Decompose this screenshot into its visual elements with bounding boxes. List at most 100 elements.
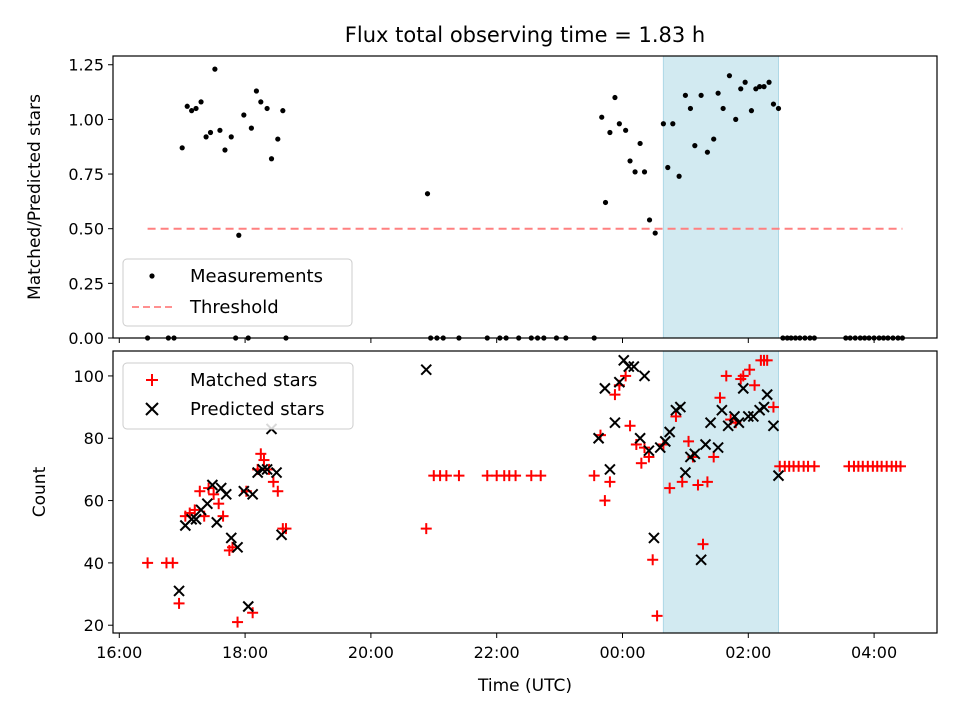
predicted-star-point (604, 463, 616, 476)
measurement-point (632, 169, 638, 175)
matched-star-point (620, 370, 632, 382)
measurement-point (720, 105, 726, 112)
matched-star-point (676, 476, 688, 488)
y-tick-label: 0.25 (68, 274, 104, 293)
y-tick-label: 0.75 (68, 165, 104, 184)
predicted-star-point (716, 404, 728, 416)
bottom-axes-frame (112, 350, 938, 634)
x-tick-label: 18:00 (222, 643, 268, 662)
predicted-star-point (275, 529, 288, 541)
predicted-star-point (772, 469, 785, 482)
matched-star-point (189, 504, 201, 516)
x-axis-label: Time (UTC) (477, 676, 572, 696)
measurement-point (264, 105, 270, 112)
predicted-star-point (679, 466, 692, 479)
predicted-star-point (761, 388, 773, 401)
bottom-y-axis-label: Count (30, 466, 50, 517)
measurement-point (179, 145, 185, 151)
predicted-star-point (699, 438, 712, 451)
predicted-star-point (592, 432, 605, 444)
count-points (142, 354, 907, 628)
y-tick-label: 1.25 (68, 56, 104, 75)
matched-star-point (697, 538, 709, 550)
matched-star-point (808, 460, 820, 472)
matched-star-point (604, 476, 616, 488)
predicted-star-point (256, 463, 269, 476)
measurement-point (203, 134, 209, 140)
predicted-star-point (609, 416, 621, 429)
matched-star-point (599, 495, 611, 507)
matched-star-point (643, 451, 655, 463)
measurement-point (660, 121, 666, 127)
matched-star-point (232, 616, 244, 628)
predicted-star-point (663, 426, 676, 438)
matched-star-point (167, 557, 179, 569)
measurement-point (692, 143, 698, 149)
predicted-star-point (261, 463, 273, 476)
measurement-point (753, 86, 759, 92)
matched-star-point (720, 370, 732, 382)
chart-title: Flux total observing time = 1.83 h (345, 23, 705, 47)
predicted-star-point (613, 376, 626, 388)
predicted-star-point (648, 532, 660, 544)
predicted-star-point (225, 532, 237, 544)
x-tick-label: 02:00 (725, 643, 771, 662)
matched-star-point (635, 457, 647, 469)
measurement-point (704, 149, 711, 155)
matched-star-point (737, 370, 749, 382)
measurement-point (627, 158, 633, 164)
matched-star-point (173, 597, 185, 609)
predicted-star-point (704, 416, 717, 429)
top-y-axis-label: Matched/Predicted stars (25, 94, 45, 300)
predicted-star-point (659, 435, 671, 448)
x-tick-label: 04:00 (851, 643, 897, 662)
measurement-point (248, 125, 254, 131)
matched-star-point (683, 435, 695, 447)
predicted-star-point (173, 585, 185, 597)
bottom-y-ticks: 20 40 60 80 100 (73, 367, 113, 635)
measurement-point (607, 129, 613, 136)
measurement-point (733, 116, 739, 122)
matched-star-point (280, 523, 292, 535)
matched-star-point (647, 554, 659, 566)
measurement-point (766, 79, 772, 85)
measurement-point (698, 92, 704, 98)
y-tick-label: 80 (84, 429, 104, 448)
matched-star-point (670, 410, 682, 422)
matched-star-point (588, 470, 600, 482)
top-legend: Measurements Threshold (122, 258, 353, 327)
matched-star-point (761, 354, 773, 366)
matched-star-point (535, 470, 547, 482)
measurement-point (757, 84, 763, 90)
predicted-star-point (643, 445, 655, 457)
predicted-star-point (623, 360, 635, 373)
top-legend-box (122, 258, 353, 327)
x-tick-label: 20:00 (348, 643, 394, 662)
measurement-point (715, 90, 721, 96)
bottom-legend: Matched stars Predicted stars (122, 362, 354, 430)
matched-star-point (651, 610, 663, 622)
measurement-point (770, 101, 777, 107)
predicted-star-point (695, 554, 707, 566)
legend-label-measurements: Measurements (190, 266, 323, 287)
measurement-point (682, 92, 688, 98)
measurement-point (775, 105, 782, 112)
matched-star-point (208, 488, 220, 500)
legend-plus-icon (146, 374, 158, 386)
bottom-x-ticks: 16:00 18:00 20:00 22:00 00:00 02:00 04:00 (96, 633, 897, 662)
predicted-star-point (628, 360, 640, 373)
shaded-span (662, 55, 779, 339)
predicted-star-point (242, 600, 254, 613)
bottom-legend-box (122, 362, 354, 430)
predicted-star-point (206, 479, 219, 491)
predicted-star-point (634, 432, 646, 444)
x-tick-label: 00:00 (599, 643, 645, 662)
y-tick-label: 0.00 (68, 329, 104, 348)
y-tick-label: 0.50 (68, 220, 104, 239)
measurement-point (637, 140, 643, 147)
predicted-star-point (733, 416, 745, 429)
predicted-star-point (689, 448, 701, 460)
measurement-point (275, 136, 281, 142)
matched-star-point (213, 498, 225, 510)
matched-star-point (194, 485, 206, 497)
